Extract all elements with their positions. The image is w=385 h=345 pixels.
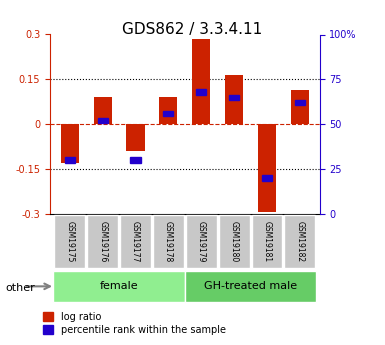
FancyBboxPatch shape xyxy=(54,215,85,268)
FancyBboxPatch shape xyxy=(65,157,75,163)
FancyBboxPatch shape xyxy=(54,271,185,302)
Text: other: other xyxy=(6,283,35,293)
FancyBboxPatch shape xyxy=(262,175,272,181)
FancyBboxPatch shape xyxy=(219,215,249,268)
Text: GSM19179: GSM19179 xyxy=(197,221,206,262)
Text: GSM19181: GSM19181 xyxy=(263,221,271,262)
FancyBboxPatch shape xyxy=(87,215,118,268)
Bar xyxy=(126,124,144,151)
Text: GSM19177: GSM19177 xyxy=(131,221,140,262)
FancyBboxPatch shape xyxy=(186,215,217,268)
FancyBboxPatch shape xyxy=(196,89,206,95)
Bar xyxy=(192,39,210,124)
Text: GSM19175: GSM19175 xyxy=(65,221,74,262)
Text: GSM19182: GSM19182 xyxy=(295,221,304,262)
Text: GSM19176: GSM19176 xyxy=(98,221,107,262)
FancyBboxPatch shape xyxy=(251,215,283,268)
Bar xyxy=(291,90,309,124)
Text: GDS862 / 3.3.4.11: GDS862 / 3.3.4.11 xyxy=(122,22,263,37)
Text: GH-treated male: GH-treated male xyxy=(204,282,297,291)
FancyBboxPatch shape xyxy=(295,100,305,105)
Bar xyxy=(159,97,177,124)
FancyBboxPatch shape xyxy=(131,157,141,163)
Bar xyxy=(61,124,79,163)
Legend: log ratio, percentile rank within the sample: log ratio, percentile rank within the sa… xyxy=(44,312,226,335)
FancyBboxPatch shape xyxy=(229,95,239,100)
FancyBboxPatch shape xyxy=(97,118,108,123)
Text: GSM19178: GSM19178 xyxy=(164,221,173,262)
Text: GSM19180: GSM19180 xyxy=(229,221,239,262)
FancyBboxPatch shape xyxy=(163,111,173,116)
FancyBboxPatch shape xyxy=(120,215,151,268)
FancyBboxPatch shape xyxy=(153,215,184,268)
Text: female: female xyxy=(100,282,138,291)
Bar xyxy=(225,75,243,124)
Bar xyxy=(94,97,112,124)
FancyBboxPatch shape xyxy=(285,215,315,268)
FancyBboxPatch shape xyxy=(185,271,316,302)
Bar xyxy=(258,124,276,213)
